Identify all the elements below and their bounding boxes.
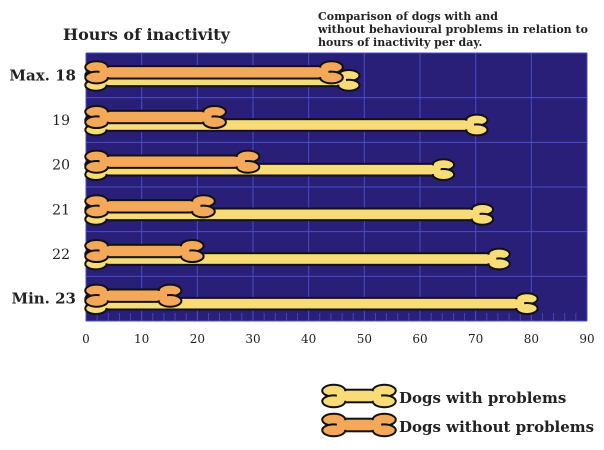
category-labels: Max. 18 19 20 21 22 Min. 23: [9, 66, 76, 307]
x-tick-label: 10: [134, 332, 149, 346]
category-label: Max. 18: [9, 66, 76, 84]
x-tick-label: 0: [82, 332, 90, 346]
x-tick-label: 60: [412, 332, 427, 346]
category-label: 21: [52, 202, 70, 218]
legend-label: Dogs with problems: [399, 389, 566, 407]
legend-label: Dogs without problems: [399, 418, 594, 436]
bar-without-problems: [84, 104, 227, 130]
legend-swatch: [321, 383, 397, 409]
bar-without-problems: [84, 238, 205, 264]
legend-item: Dogs without problems: [321, 412, 594, 438]
bar-without-problems: [84, 283, 183, 308]
x-tick-label: 30: [245, 332, 260, 346]
legend: Dogs with problems Dogs without problems: [321, 383, 594, 438]
x-tick-label: 40: [301, 332, 316, 346]
chart-title: Comparison of dogs with and without beha…: [317, 10, 592, 49]
bars: [84, 60, 539, 316]
bar-without-problems: [84, 194, 216, 219]
x-tick-label: 20: [190, 332, 205, 346]
bar-without-problems: [84, 60, 344, 85]
legend-swatch: [321, 412, 397, 438]
x-tick-label: 70: [468, 332, 483, 346]
category-label: 19: [52, 113, 70, 129]
plot-area: [85, 52, 588, 322]
axis-title: Hours of inactivity: [63, 25, 231, 44]
x-tick-label: 90: [579, 332, 594, 346]
x-tick-label: 80: [524, 332, 539, 346]
bar-without-problems: [84, 149, 261, 174]
x-tick-label: 50: [357, 332, 372, 346]
legend-item: Dogs with problems: [321, 383, 566, 409]
category-label: Min. 23: [11, 290, 76, 308]
x-tick-labels: 0 10 20 30 40 50 60 70 80 90: [82, 332, 594, 346]
category-label: 20: [52, 158, 70, 174]
category-label: 22: [52, 247, 70, 263]
